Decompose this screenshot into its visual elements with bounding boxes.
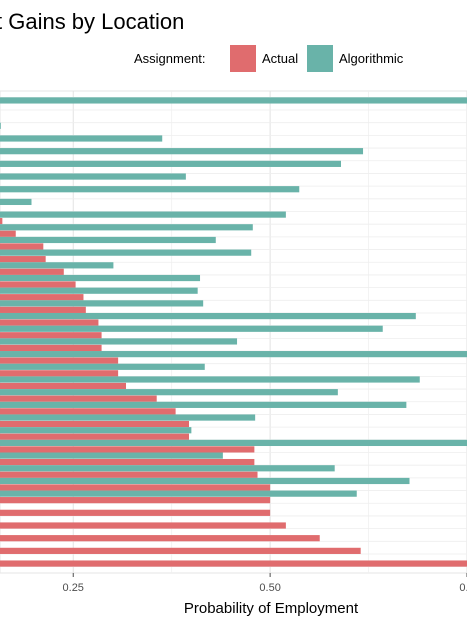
bar-actual xyxy=(0,458,255,466)
bar-actual xyxy=(0,535,320,542)
bar-actual xyxy=(0,243,44,250)
bar-algorithmic xyxy=(0,376,420,383)
legend-title: Assignment: xyxy=(134,51,206,66)
bar-actual xyxy=(0,344,102,352)
bar-algorithmic xyxy=(0,351,467,358)
bar-algorithmic xyxy=(0,477,410,485)
bar-algorithmic xyxy=(0,173,186,180)
bar-actual xyxy=(0,560,467,567)
bar-algorithmic xyxy=(0,249,252,256)
chart-title: t Gains by Location xyxy=(0,9,184,34)
legend-label-actual: Actual xyxy=(262,51,298,66)
bar-actual xyxy=(0,509,271,516)
bar-actual xyxy=(0,268,64,275)
bar-algorithmic xyxy=(0,287,198,294)
bar-algorithmic xyxy=(0,148,364,155)
bar-algorithmic xyxy=(0,160,341,167)
bar-algorithmic xyxy=(0,427,192,434)
bar-actual xyxy=(0,217,3,225)
bars xyxy=(0,97,467,567)
bar-algorithmic xyxy=(0,274,201,282)
legend-swatch-actual xyxy=(230,45,256,72)
bar-algorithmic xyxy=(0,198,32,206)
bar-actual xyxy=(0,446,255,453)
bar-algorithmic xyxy=(0,97,467,104)
bar-algorithmic xyxy=(0,300,204,307)
x-tick-label: 0.7 xyxy=(459,582,467,594)
bar-algorithmic xyxy=(0,490,357,497)
bar-actual xyxy=(0,256,46,263)
bar-algorithmic xyxy=(0,325,383,332)
bar-algorithmic xyxy=(0,224,253,231)
bar-algorithmic xyxy=(0,452,223,459)
bar-actual xyxy=(0,319,99,326)
x-axis-label: Probability of Employment xyxy=(184,600,359,617)
bar-actual xyxy=(0,471,258,478)
legend-label-algorithmic: Algorithmic xyxy=(339,51,404,66)
bar-actual xyxy=(0,281,76,288)
bar-algorithmic xyxy=(0,439,467,447)
bar-algorithmic xyxy=(0,186,300,193)
bar-algorithmic xyxy=(0,135,163,142)
bar-actual xyxy=(0,332,102,339)
bar-actual xyxy=(0,547,361,554)
bar-algorithmic xyxy=(0,262,114,269)
bar-actual xyxy=(0,497,271,504)
bar-actual xyxy=(0,357,119,364)
x-tick-label: 0.50 xyxy=(259,582,280,594)
bar-actual xyxy=(0,420,190,428)
bar-algorithmic xyxy=(0,122,1,129)
bar-actual xyxy=(0,484,271,491)
bar-algorithmic xyxy=(0,236,216,244)
bar-actual xyxy=(0,306,86,313)
bar-algorithmic xyxy=(0,389,338,396)
bar-actual xyxy=(0,382,127,390)
bar-algorithmic xyxy=(0,338,238,345)
bar-actual xyxy=(0,408,176,415)
bar-algorithmic xyxy=(0,312,416,320)
bar-actual xyxy=(0,370,119,377)
x-axis: 0.25 0.50 0.7 xyxy=(63,573,467,594)
bar-actual xyxy=(0,395,157,402)
bar-actual xyxy=(0,294,84,301)
bar-actual xyxy=(0,522,286,529)
x-tick-label: 0.25 xyxy=(63,582,84,594)
legend-swatch-algorithmic xyxy=(307,45,333,72)
bar-actual xyxy=(0,433,190,440)
bar-algorithmic xyxy=(0,211,286,218)
bar-algorithmic xyxy=(0,414,256,421)
bar-algorithmic xyxy=(0,363,205,370)
bar-actual xyxy=(0,230,16,237)
bar-algorithmic xyxy=(0,465,335,472)
bar-algorithmic xyxy=(0,401,407,408)
